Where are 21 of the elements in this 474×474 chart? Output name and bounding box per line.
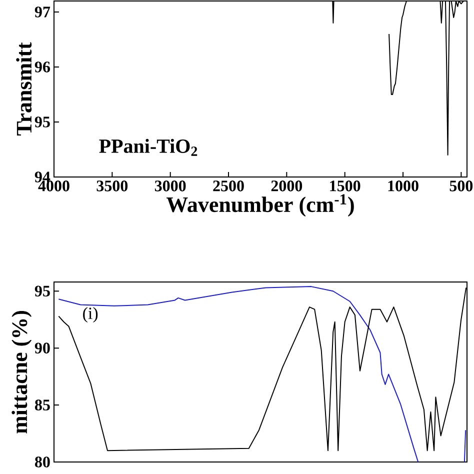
y-tick-label: 85 — [34, 400, 50, 410]
annotation: PPani-TiO$_{2}$ — [99, 138, 198, 156]
y-axis-title: Transmitt — [16, 42, 32, 136]
x-tick-label: 2500 — [213, 180, 244, 192]
y-axis-title: mittacne (%) — [12, 310, 32, 434]
x-tick-label: 4000 — [38, 180, 70, 192]
series-label: (i) — [83, 307, 98, 323]
x-tick-label: 3000 — [154, 180, 186, 192]
y-tick-label: 95 — [34, 116, 50, 128]
y-tick-label: 96 — [34, 62, 50, 72]
x-tick-label: 1000 — [388, 180, 418, 192]
y-tick-label: 90 — [34, 342, 50, 354]
x-tick-label: 500 — [450, 180, 473, 192]
y-tick-label: 97 — [34, 6, 50, 18]
y-tick-label: 94 — [34, 172, 50, 182]
x-tick-label: 2000 — [271, 180, 302, 192]
x-tick-label: 3500 — [96, 180, 128, 192]
x-tick-label: 1500 — [330, 180, 360, 192]
y-tick-label: 95 — [34, 286, 50, 296]
x-axis-title: Wavenumber (cm$^{-1}$) — [166, 194, 354, 217]
y-tick-label: 80 — [34, 456, 50, 468]
